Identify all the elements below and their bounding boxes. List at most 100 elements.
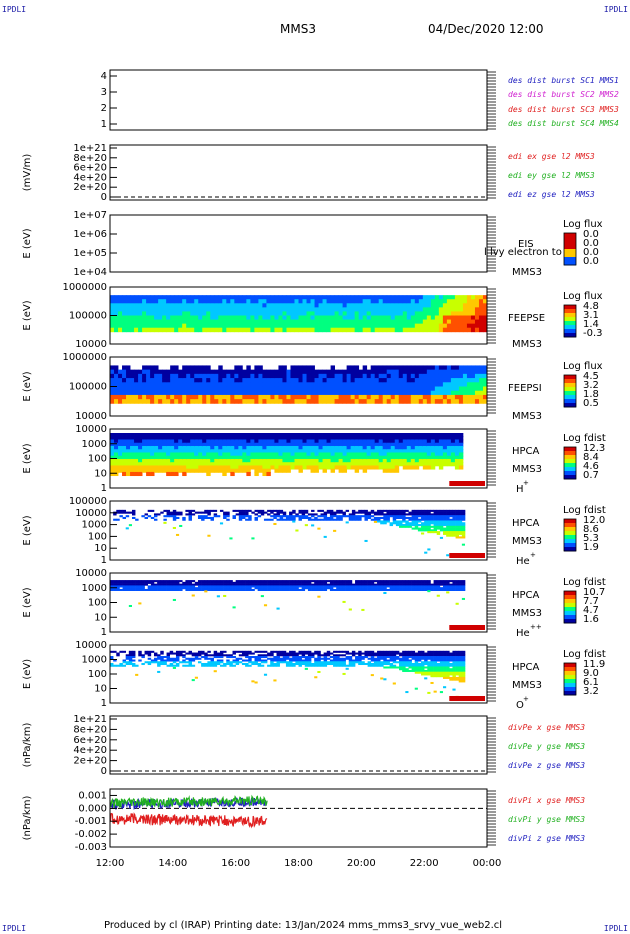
data-cell xyxy=(478,315,484,320)
data-cell xyxy=(241,659,246,662)
data-cell xyxy=(202,399,207,404)
data-cell xyxy=(158,311,163,316)
data-cell xyxy=(362,445,368,451)
data-cell xyxy=(326,394,331,400)
data-cell xyxy=(285,588,290,591)
data-cell xyxy=(185,588,189,591)
data-cell xyxy=(170,307,175,312)
data-cell xyxy=(322,465,327,470)
data-cell xyxy=(380,661,384,664)
data-cell xyxy=(282,327,287,333)
data-cell xyxy=(114,382,119,387)
data-cell xyxy=(254,659,258,662)
data-cell xyxy=(274,458,279,464)
data-cell xyxy=(234,399,239,404)
data-cell xyxy=(238,399,243,404)
data-cell xyxy=(339,515,343,518)
data-cell xyxy=(263,661,268,664)
data-cell xyxy=(336,585,340,588)
data-cell xyxy=(399,580,403,583)
data-cell xyxy=(198,295,203,300)
data-cell xyxy=(267,588,271,591)
data-cell xyxy=(290,462,295,467)
colorbar-cell xyxy=(564,245,576,247)
data-cell xyxy=(438,439,444,444)
data-cell xyxy=(254,307,259,312)
data-cell xyxy=(333,656,337,659)
data-cell xyxy=(446,511,450,514)
data-cell xyxy=(318,465,323,470)
data-cell xyxy=(450,458,456,464)
data-cell xyxy=(150,436,155,441)
data-cell xyxy=(142,311,147,316)
data-cell xyxy=(250,449,255,454)
data-cell xyxy=(311,662,315,666)
data-cell xyxy=(188,659,192,662)
data-cell xyxy=(336,588,340,591)
data-cell xyxy=(241,587,246,590)
data-cell xyxy=(172,652,177,655)
colorbar-cell xyxy=(564,393,576,396)
data-cell xyxy=(110,369,115,375)
data-cell xyxy=(267,583,271,586)
data-cell xyxy=(482,303,488,308)
data-cell xyxy=(202,365,207,371)
data-cell xyxy=(386,311,392,316)
data-cell xyxy=(276,657,280,660)
data-cell xyxy=(262,378,267,383)
data-cell xyxy=(424,581,428,584)
data-cell xyxy=(386,518,390,521)
data-cell xyxy=(238,581,243,584)
data-cell xyxy=(198,327,203,333)
data-cell xyxy=(146,462,151,467)
data-cell xyxy=(125,585,130,588)
data-cell xyxy=(410,386,416,392)
colorbar-cell xyxy=(564,387,576,389)
data-cell xyxy=(389,652,394,655)
data-cell xyxy=(246,399,251,404)
data-cell xyxy=(326,654,331,657)
data-cell xyxy=(351,511,356,514)
data-cell xyxy=(355,585,359,588)
data-cell xyxy=(411,580,416,583)
data-cell xyxy=(154,365,159,371)
data-cell xyxy=(394,373,400,379)
data-cell xyxy=(279,659,284,662)
data-cell xyxy=(406,303,412,308)
data-cell xyxy=(110,588,114,591)
data-cell xyxy=(311,585,315,588)
data-cell xyxy=(426,452,432,457)
data-cell xyxy=(394,299,400,304)
data-cell xyxy=(270,452,275,457)
data-cell xyxy=(172,511,177,514)
data-cell xyxy=(185,661,189,664)
data-cell xyxy=(191,654,196,657)
data-cell xyxy=(408,522,412,525)
data-cell xyxy=(245,511,249,514)
data-cell xyxy=(210,399,215,404)
y-tick-label: 1 xyxy=(101,483,107,494)
data-cell xyxy=(186,433,191,438)
data-cell xyxy=(270,585,274,588)
data-cell xyxy=(166,515,170,518)
data-cell xyxy=(455,588,460,591)
data-cell xyxy=(382,365,388,371)
data-cell xyxy=(298,452,303,457)
data-cell xyxy=(411,588,416,591)
data-cell xyxy=(169,511,174,514)
data-cell xyxy=(345,509,350,512)
data-cell xyxy=(373,664,378,667)
data-cell xyxy=(186,458,191,464)
data-cell xyxy=(172,666,176,669)
data-cell xyxy=(222,311,227,316)
data-cell xyxy=(150,390,155,396)
data-cell xyxy=(290,369,295,375)
data-cell xyxy=(394,458,400,464)
data-cell xyxy=(218,295,223,300)
data-cell xyxy=(254,394,259,400)
data-cell xyxy=(150,386,155,392)
data-cell xyxy=(318,399,323,404)
data-cell xyxy=(122,585,127,588)
data-cell xyxy=(198,442,203,447)
data-cell xyxy=(306,373,311,379)
